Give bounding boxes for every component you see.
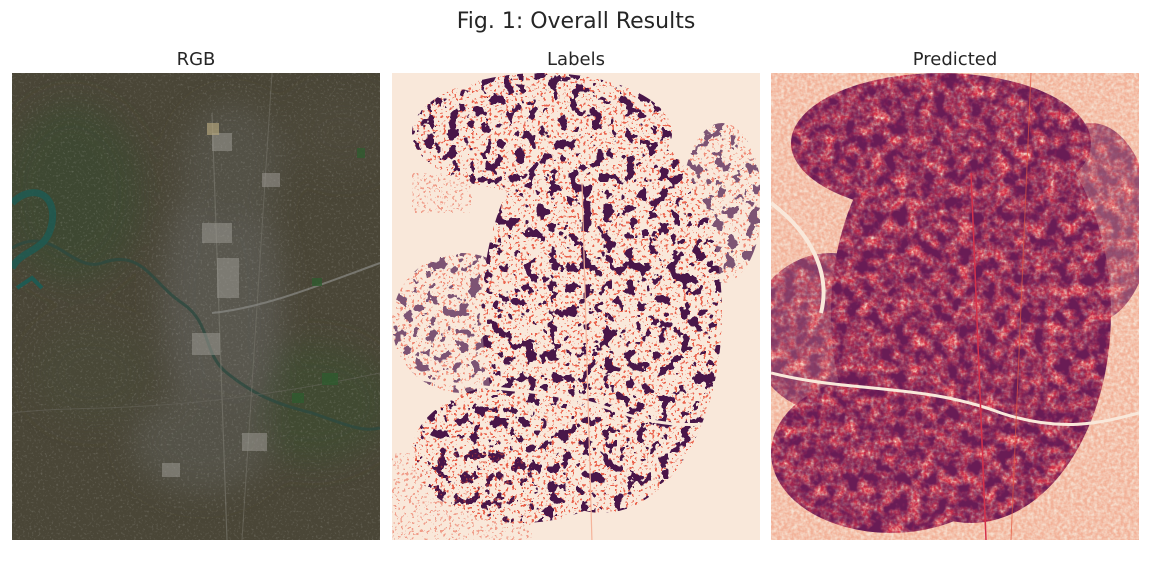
labels-panel-title: Labels — [547, 49, 605, 70]
rgb-panel-title: RGB — [176, 49, 216, 70]
satellite-rgb-image — [12, 73, 380, 540]
figure-title: Fig. 1: Overall Results — [456, 9, 696, 34]
predicted-heatmap-image — [771, 73, 1139, 540]
labels-panel: Labels — [392, 48, 760, 541]
label-heatmap-image — [392, 73, 760, 540]
predicted-panel: Predicted — [771, 48, 1139, 541]
predicted-panel-title: Predicted — [912, 49, 998, 70]
rgb-panel: RGB — [12, 48, 380, 541]
